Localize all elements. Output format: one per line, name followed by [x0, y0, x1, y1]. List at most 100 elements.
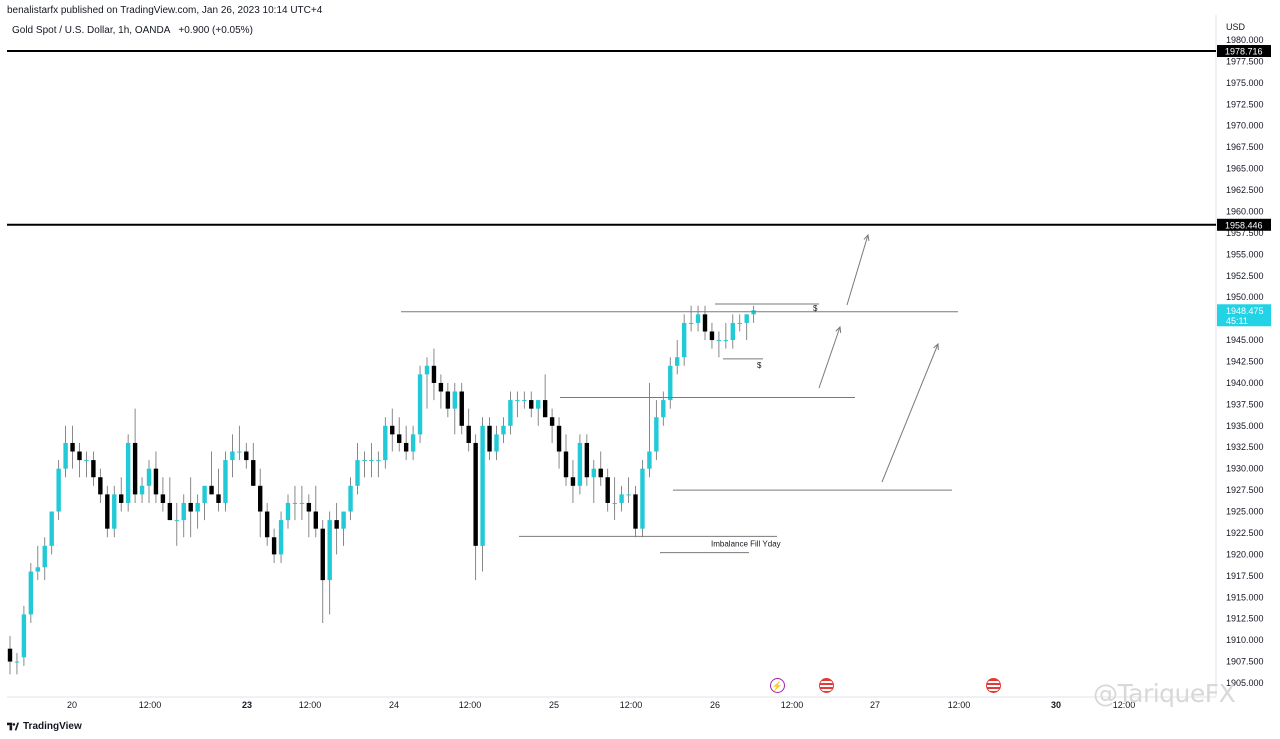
bear-candle: [105, 494, 110, 529]
bear-candle: [549, 417, 555, 426]
bull-candle: [125, 442, 131, 503]
bull-candle: [292, 502, 298, 504]
bull-candle: [688, 322, 694, 324]
bear-candle: [563, 451, 569, 478]
bear-candle: [70, 442, 75, 452]
time-tick-label: 12:00: [620, 700, 643, 710]
bull-candle: [675, 357, 680, 366]
time-tick-label: 24: [389, 700, 399, 710]
bear-candle: [91, 460, 96, 478]
bear-candle: [570, 477, 576, 486]
tradingview-icon: [7, 722, 19, 731]
bear-candle: [584, 442, 590, 478]
bull-candle: [522, 400, 527, 402]
bull-candle: [230, 451, 235, 461]
price-tick-label: 1927.500: [1226, 485, 1264, 495]
bull-candle: [515, 400, 520, 402]
level-price-label: 1978.716: [1225, 47, 1263, 57]
bear-candle: [98, 477, 103, 495]
bear-candle: [445, 391, 451, 409]
price-tick-label: 1930.000: [1226, 464, 1264, 474]
time-tick-label: 12:00: [459, 700, 482, 710]
bear-candle: [605, 477, 610, 503]
bear-candle: [313, 511, 318, 529]
time-tick-label: 30: [1051, 700, 1061, 710]
bear-candle: [403, 442, 409, 452]
bull-candle: [35, 567, 40, 572]
price-tick-label: 1905.000: [1226, 678, 1264, 688]
bear-candle: [633, 494, 638, 529]
time-tick-label: 12:00: [948, 700, 971, 710]
symbol-legend: Gold Spot / U.S. Dollar, 1h, OANDA +0.90…: [12, 25, 253, 36]
bull-candle: [112, 494, 117, 529]
arrow-head: [863, 233, 870, 242]
price-tick-label: 1910.000: [1226, 635, 1264, 645]
bull-candle: [668, 365, 673, 401]
bear-candle: [473, 442, 478, 546]
price-tick-label: 1925.000: [1226, 507, 1264, 517]
price-tick-label: 1960.000: [1226, 206, 1264, 216]
bull-candle: [751, 310, 756, 315]
time-tick-label: 27: [870, 700, 880, 710]
bear-candle: [556, 425, 562, 452]
bull-candle: [237, 451, 242, 453]
time-tick-label: 12:00: [781, 700, 804, 710]
price-tick-label: 1945.000: [1226, 335, 1264, 345]
bear-candle: [431, 365, 437, 383]
price-tick-label: 1912.500: [1226, 614, 1264, 624]
time-tick-label: 20: [67, 700, 77, 710]
bull-candle: [348, 485, 353, 512]
bull-candle: [278, 520, 284, 555]
bull-candle: [181, 502, 186, 521]
price-tick-label: 1920.000: [1226, 549, 1264, 559]
bull-candle: [501, 425, 506, 435]
bear-candle: [397, 434, 402, 443]
arrow-head: [835, 325, 842, 334]
bull-candle: [21, 614, 27, 658]
bear-candle: [598, 468, 603, 478]
level-price-tag: [1217, 45, 1271, 58]
bull-candle: [28, 571, 34, 615]
price-tick-label: 1907.500: [1226, 657, 1264, 667]
bull-candle: [223, 460, 228, 503]
symbol-title: Gold Spot / U.S. Dollar, 1h, OANDA: [12, 25, 171, 36]
tradingview-logo[interactable]: TradingView: [7, 721, 82, 732]
bull-candle: [536, 400, 541, 409]
bull-candle: [591, 468, 596, 478]
bull-candle: [174, 520, 179, 522]
price-tick-label: 1917.500: [1226, 571, 1264, 581]
us-flag-event-icon[interactable]: [819, 678, 834, 693]
bull-candle: [612, 502, 617, 504]
bull-candle: [737, 322, 742, 324]
bear-candle: [258, 485, 263, 512]
bear-candle: [132, 442, 138, 495]
bull-candle: [647, 451, 652, 469]
bear-candle: [709, 331, 715, 341]
price-tick-label: 1935.000: [1226, 421, 1264, 431]
price-tick-label: 1970.000: [1226, 121, 1264, 131]
bull-candle: [744, 314, 749, 323]
bear-candle: [390, 425, 395, 435]
arrow-head: [933, 342, 939, 351]
price-tick-label: 1977.500: [1226, 56, 1264, 66]
imbalance-label: Imbalance Fill Yday: [711, 539, 781, 548]
bull-candle: [299, 502, 305, 504]
brand-name: TradingView: [23, 721, 82, 732]
price-tick-label: 1962.500: [1226, 185, 1264, 195]
time-tick-label: 26: [710, 700, 720, 710]
bear-candle: [7, 648, 13, 662]
bull-candle: [626, 494, 631, 496]
flash-event-icon[interactable]: ⚡: [770, 678, 785, 693]
bear-candle: [244, 451, 249, 461]
currency-label: USD: [1226, 22, 1246, 32]
bull-candle: [452, 391, 457, 409]
us-flag-event-icon[interactable]: [986, 678, 1001, 693]
bear-candle: [466, 425, 471, 443]
bull-candle: [577, 442, 583, 486]
bull-candle: [202, 485, 207, 503]
bull-candle: [49, 511, 54, 546]
bull-candle: [146, 468, 152, 486]
bear-candle: [487, 425, 492, 452]
price-tick-label: 1955.000: [1226, 249, 1264, 259]
